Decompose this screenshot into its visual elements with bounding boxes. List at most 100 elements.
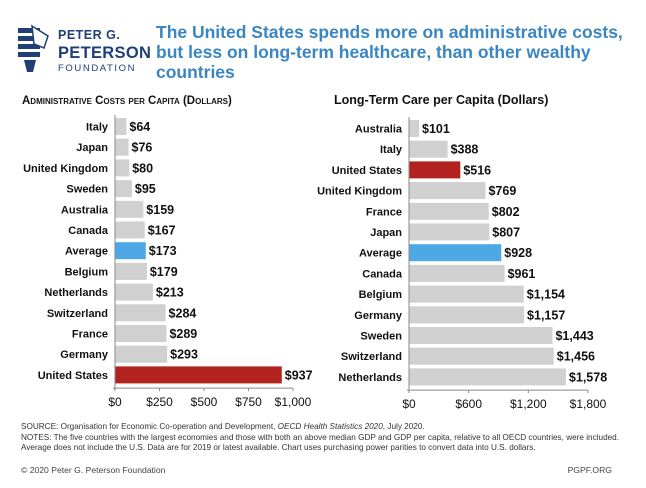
source-prefix: SOURCE: Organisation for Economic Co-ope… (21, 422, 278, 431)
chart2-bar-canada (409, 264, 505, 282)
brand-line-1: PETER G. (58, 28, 121, 42)
source-suffix: , July 2020. (382, 422, 425, 431)
chart2-category-label: France (366, 206, 402, 218)
chart2-bar-germany (409, 306, 525, 324)
chart1-bar-average (115, 242, 146, 260)
chart2-bar-france (409, 202, 489, 220)
chart2-category-label: Germany (354, 310, 403, 322)
chart1-bar-japan (115, 138, 129, 156)
chart2-x-tick-label: $1,200 (510, 397, 547, 411)
chart1-bar-netherlands (115, 283, 153, 301)
chart1-data-label: $80 (132, 161, 153, 175)
chart1-bar-france (115, 325, 167, 342)
chart1-data-label: $284 (169, 306, 197, 320)
headline: The United States spends more on adminis… (156, 22, 623, 82)
chart1-category-label: Average (65, 246, 108, 258)
chart2-data-label: $101 (422, 122, 450, 136)
chart2-bar-average (409, 244, 502, 262)
chart2-data-label: $516 (463, 163, 491, 177)
chart1-x-tick-label: $750 (235, 395, 262, 409)
chart1-category-label: United Kingdom (23, 163, 108, 175)
chart1-category-label: Canada (68, 225, 109, 237)
chart1-category-label: Switzerland (47, 308, 108, 320)
torch-icon (18, 24, 49, 72)
chart2-bar-united-states (409, 161, 461, 179)
chart1-data-label: $213 (156, 286, 184, 300)
chart2-title: Long-Term Care per Capita (Dollars) (334, 93, 548, 107)
chart1-category-label: France (72, 329, 108, 341)
chart1-x-tick-label: $1,000 (275, 395, 312, 409)
chart2-data-label: $1,578 (569, 370, 607, 384)
chart2-bar-united-kingdom (409, 182, 486, 200)
chart2-data-label: $961 (508, 267, 536, 281)
chart1-bar-united-states (115, 366, 282, 384)
chart2-bar-japan (409, 223, 490, 241)
chart2-bar-belgium (409, 285, 524, 303)
chart2-category-label: Australia (355, 124, 403, 136)
brand-logo: PETER G. PETERSON FOUNDATION (14, 22, 154, 76)
chart2-data-label: $1,154 (527, 288, 565, 302)
chart1-bar-australia (115, 200, 144, 218)
chart1-data-label: $289 (169, 327, 197, 341)
source-title: OECD Health Statistics 2020 (277, 422, 383, 431)
chart2-data-label: $769 (488, 184, 516, 198)
chart2-bar-netherlands (409, 368, 566, 386)
brand-line-2: PETERSON (58, 44, 152, 62)
chart2-category-label: Belgium (359, 289, 403, 301)
chart1-category-label: Netherlands (44, 287, 108, 299)
chart2-x-tick-label: $1,800 (570, 397, 607, 411)
chart1-data-label: $167 (148, 224, 176, 238)
chart1-data-label: $159 (146, 203, 174, 217)
chart1-data-label: $95 (135, 182, 156, 196)
chart2-data-label: $1,443 (555, 329, 593, 343)
chart2-x-tick-label: $0 (402, 397, 416, 411)
chart2-data-label: $388 (451, 143, 479, 157)
chart2-category-label: Switzerland (341, 351, 402, 363)
site-link[interactable]: PGPF.ORG (567, 465, 612, 475)
chart1-category-label: Sweden (66, 184, 108, 196)
chart1-category-label: Germany (60, 349, 109, 361)
chart1-bar-united-kingdom (115, 159, 130, 177)
chart1-title: Administrative Costs per Capita (Dollars… (22, 95, 232, 107)
chart2-bar-sweden (409, 327, 553, 344)
chart2-category-label: Average (359, 248, 402, 260)
chart-area: Administrative Costs per Capita (Dollars… (22, 93, 607, 411)
chart1-x-tick-label: $250 (146, 395, 173, 409)
chart1-category-label: Belgium (65, 266, 109, 278)
chart1-data-label: $179 (150, 265, 178, 279)
chart1-bar-germany (115, 345, 168, 363)
chart1-category-label: United States (38, 370, 108, 382)
chart1-data-label: $76 (132, 141, 153, 155)
chart1-category-label: Japan (76, 142, 108, 154)
chart1-data-label: $173 (149, 244, 177, 258)
chart1-x-tick-label: $500 (191, 395, 218, 409)
chart2-category-label: Sweden (360, 331, 402, 343)
chart2-bar-italy (409, 140, 448, 158)
chart2-data-label: $928 (504, 246, 532, 260)
chart1-bar-sweden (115, 180, 132, 198)
chart1-bar-canada (115, 221, 145, 239)
chart2-category-label: United States (332, 165, 402, 177)
chart1-category-label: Italy (86, 122, 109, 134)
chart1-data-label: $293 (170, 348, 198, 362)
source-note: SOURCE: Organisation for Economic Co-ope… (21, 422, 626, 433)
chart1-x-tick-label: $0 (108, 395, 122, 409)
chart1-bar-switzerland (115, 304, 166, 322)
chart2-data-label: $802 (492, 205, 520, 219)
notes-text: NOTES: The five countries with the large… (21, 432, 619, 453)
chart1-bar-belgium (115, 262, 147, 280)
chart2-data-label: $1,157 (527, 308, 565, 322)
chart2-x-tick-label: $600 (455, 397, 482, 411)
chart1-category-label: Australia (61, 204, 109, 216)
chart2-data-label: $807 (492, 226, 520, 240)
chart1-data-label: $64 (129, 120, 150, 134)
chart2-category-label: Canada (362, 268, 403, 280)
brand-line-3: FOUNDATION (58, 63, 137, 74)
chart2-category-label: Japan (370, 227, 402, 239)
chart2-category-label: United Kingdom (317, 186, 402, 198)
chart2-data-label: $1,456 (557, 350, 595, 364)
footer-notes: SOURCE: Organisation for Economic Co-ope… (21, 422, 626, 454)
chart1-bar-italy (115, 118, 127, 135)
chart2-bar-switzerland (409, 347, 554, 365)
chart2-bar-australia (409, 120, 420, 137)
